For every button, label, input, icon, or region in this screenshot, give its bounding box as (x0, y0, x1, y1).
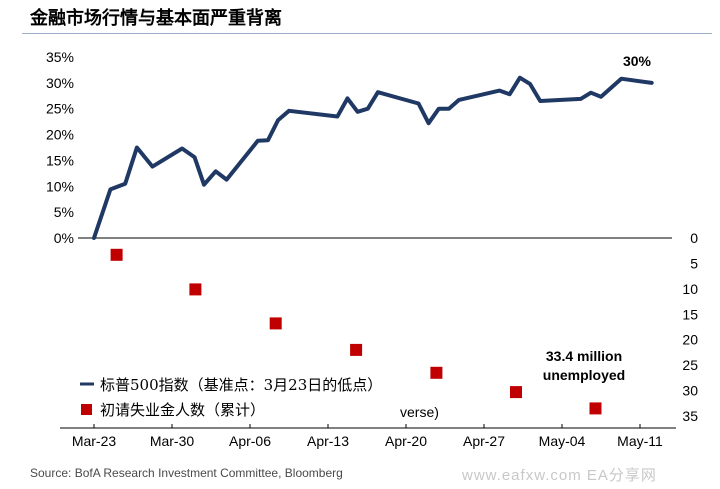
left-tick-label: 5% (54, 204, 74, 220)
sp500-series-line (92, 75, 654, 240)
claims-point (269, 317, 282, 330)
annotation-unemployed-line1: 33.4 million (546, 348, 622, 364)
x-tick-label: Apr-20 (385, 433, 427, 449)
annotation-unemployed-line2: unemployed (543, 367, 625, 383)
annotation-30pct: 30% (623, 53, 652, 69)
left-axis-ticks: 0% 5% 10% 15% 20% 25% 30% 35% (46, 49, 74, 246)
x-tick-label: May-04 (539, 433, 586, 449)
left-tick-label: 10% (46, 178, 74, 194)
title-divider (22, 33, 712, 34)
claims-point (510, 386, 522, 399)
x-tick-label: Mar-23 (72, 433, 117, 449)
legend-label-sp500: 标普500指数（基准点：3月23日的低点） (100, 376, 382, 394)
page-title: 金融市场行情与基本面严重背离 (30, 8, 282, 29)
legend-square-swatch (81, 404, 92, 415)
x-axis-ticks: Mar-23 Mar-30 Apr-06 Apr-13 Apr-20 Apr-27 May-… (72, 424, 663, 449)
x-tick-label: Apr-06 (229, 433, 271, 449)
left-tick-label: 35% (46, 49, 74, 65)
right-tick-label: 10 (682, 281, 698, 297)
right-tick-label: 25 (682, 357, 698, 373)
right-tick-label: 35 (682, 408, 698, 424)
x-tick-label: Mar-30 (150, 433, 195, 449)
legend: 标普500指数（基准点：3月23日的低点） 初请失业金人数（累计） (80, 376, 382, 419)
claims-point (350, 343, 363, 356)
left-tick-label: 30% (46, 75, 74, 91)
right-tick-label: 5 (690, 255, 698, 271)
right-tick-label: 15 (682, 306, 698, 322)
annotation-reverse-fragment: verse) (400, 404, 439, 420)
jobless-claims-series (110, 248, 602, 415)
right-axis-ticks: 0 5 10 15 20 25 30 35 (682, 230, 698, 424)
left-tick-label: 25% (46, 101, 74, 117)
claims-point (189, 283, 202, 296)
right-tick-label: 0 (690, 230, 698, 246)
right-tick-label: 30 (682, 383, 698, 399)
claims-point (589, 402, 602, 415)
right-tick-label: 20 (682, 332, 698, 348)
left-tick-label: 15% (46, 152, 74, 168)
watermark: www.eafxw.com EA分享网 (462, 467, 657, 484)
source-note: Source: BofA Research Investment Committ… (30, 466, 343, 480)
left-tick-label: 0% (54, 230, 74, 246)
left-tick-label: 20% (46, 127, 74, 143)
x-tick-label: Apr-13 (307, 433, 349, 449)
x-tick-label: Apr-27 (463, 433, 505, 449)
claims-point (110, 248, 123, 261)
legend-label-claims: 初请失业金人数（累计） (100, 401, 265, 419)
claims-point (430, 366, 443, 379)
x-tick-label: May-11 (617, 433, 663, 449)
